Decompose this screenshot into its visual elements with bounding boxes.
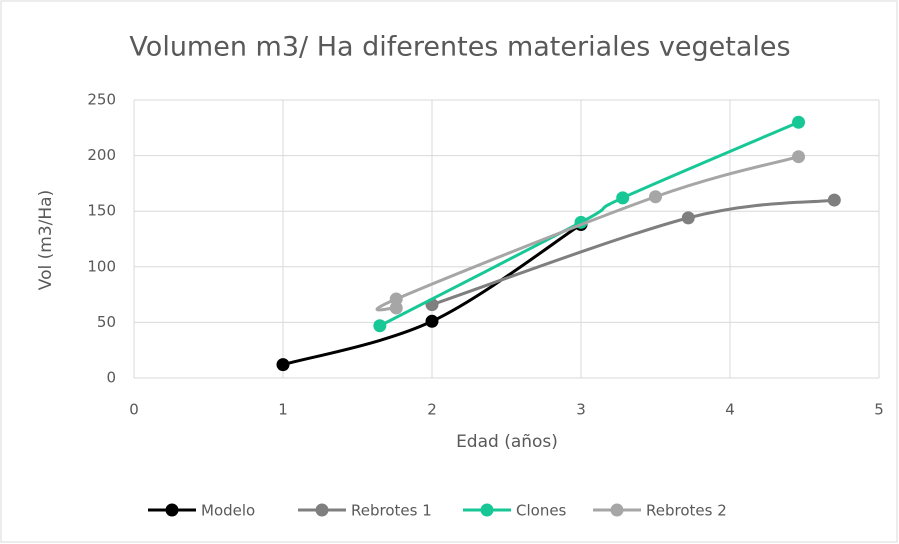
chart-title: Volumen m3/ Ha diferentes materiales veg… [129, 32, 790, 63]
y-tick-label: 100 [87, 257, 116, 275]
legend-marker [165, 503, 179, 517]
y-tick-label: 50 [97, 313, 116, 331]
legend-item: Modelo [148, 502, 255, 520]
x-tick-label: 4 [725, 401, 735, 419]
y-tick-label: 150 [87, 202, 116, 220]
y-axis-label: Vol (m3/Ha) [36, 190, 56, 290]
data-point [681, 211, 695, 225]
legend-marker [480, 503, 494, 517]
legend-label: Modelo [201, 502, 255, 520]
y-tick-label: 250 [87, 91, 116, 109]
legend-item: Clones [463, 502, 567, 520]
legend-label: Clones [516, 502, 567, 520]
data-point [425, 314, 439, 328]
legend-item: Rebrotes 1 [298, 502, 432, 520]
series-line [379, 120, 800, 328]
x-axis-label: Edad (años) [456, 432, 558, 452]
legend-marker [315, 503, 329, 517]
data-point [827, 193, 841, 207]
x-tick-label: 3 [576, 401, 586, 419]
x-tick-label: 5 [874, 401, 884, 419]
x-tick-label: 0 [129, 401, 139, 419]
legend-label: Rebrotes 1 [351, 502, 432, 520]
data-point [649, 190, 662, 204]
series-line [431, 198, 835, 307]
legend-label: Rebrotes 2 [646, 502, 727, 520]
y-tick-label: 0 [106, 369, 116, 387]
data-point [276, 358, 290, 372]
legend-item: Rebrotes 2 [593, 502, 727, 520]
series-line [375, 155, 799, 312]
data-point [389, 301, 403, 315]
legend-marker [610, 503, 624, 517]
data-point [616, 191, 630, 205]
x-tick-label: 2 [427, 401, 437, 419]
data-point [389, 292, 403, 306]
data-point [792, 150, 806, 164]
data-point [373, 319, 387, 333]
data-point [792, 115, 806, 129]
y-tick-label: 200 [87, 146, 116, 164]
x-tick-label: 1 [278, 401, 288, 419]
